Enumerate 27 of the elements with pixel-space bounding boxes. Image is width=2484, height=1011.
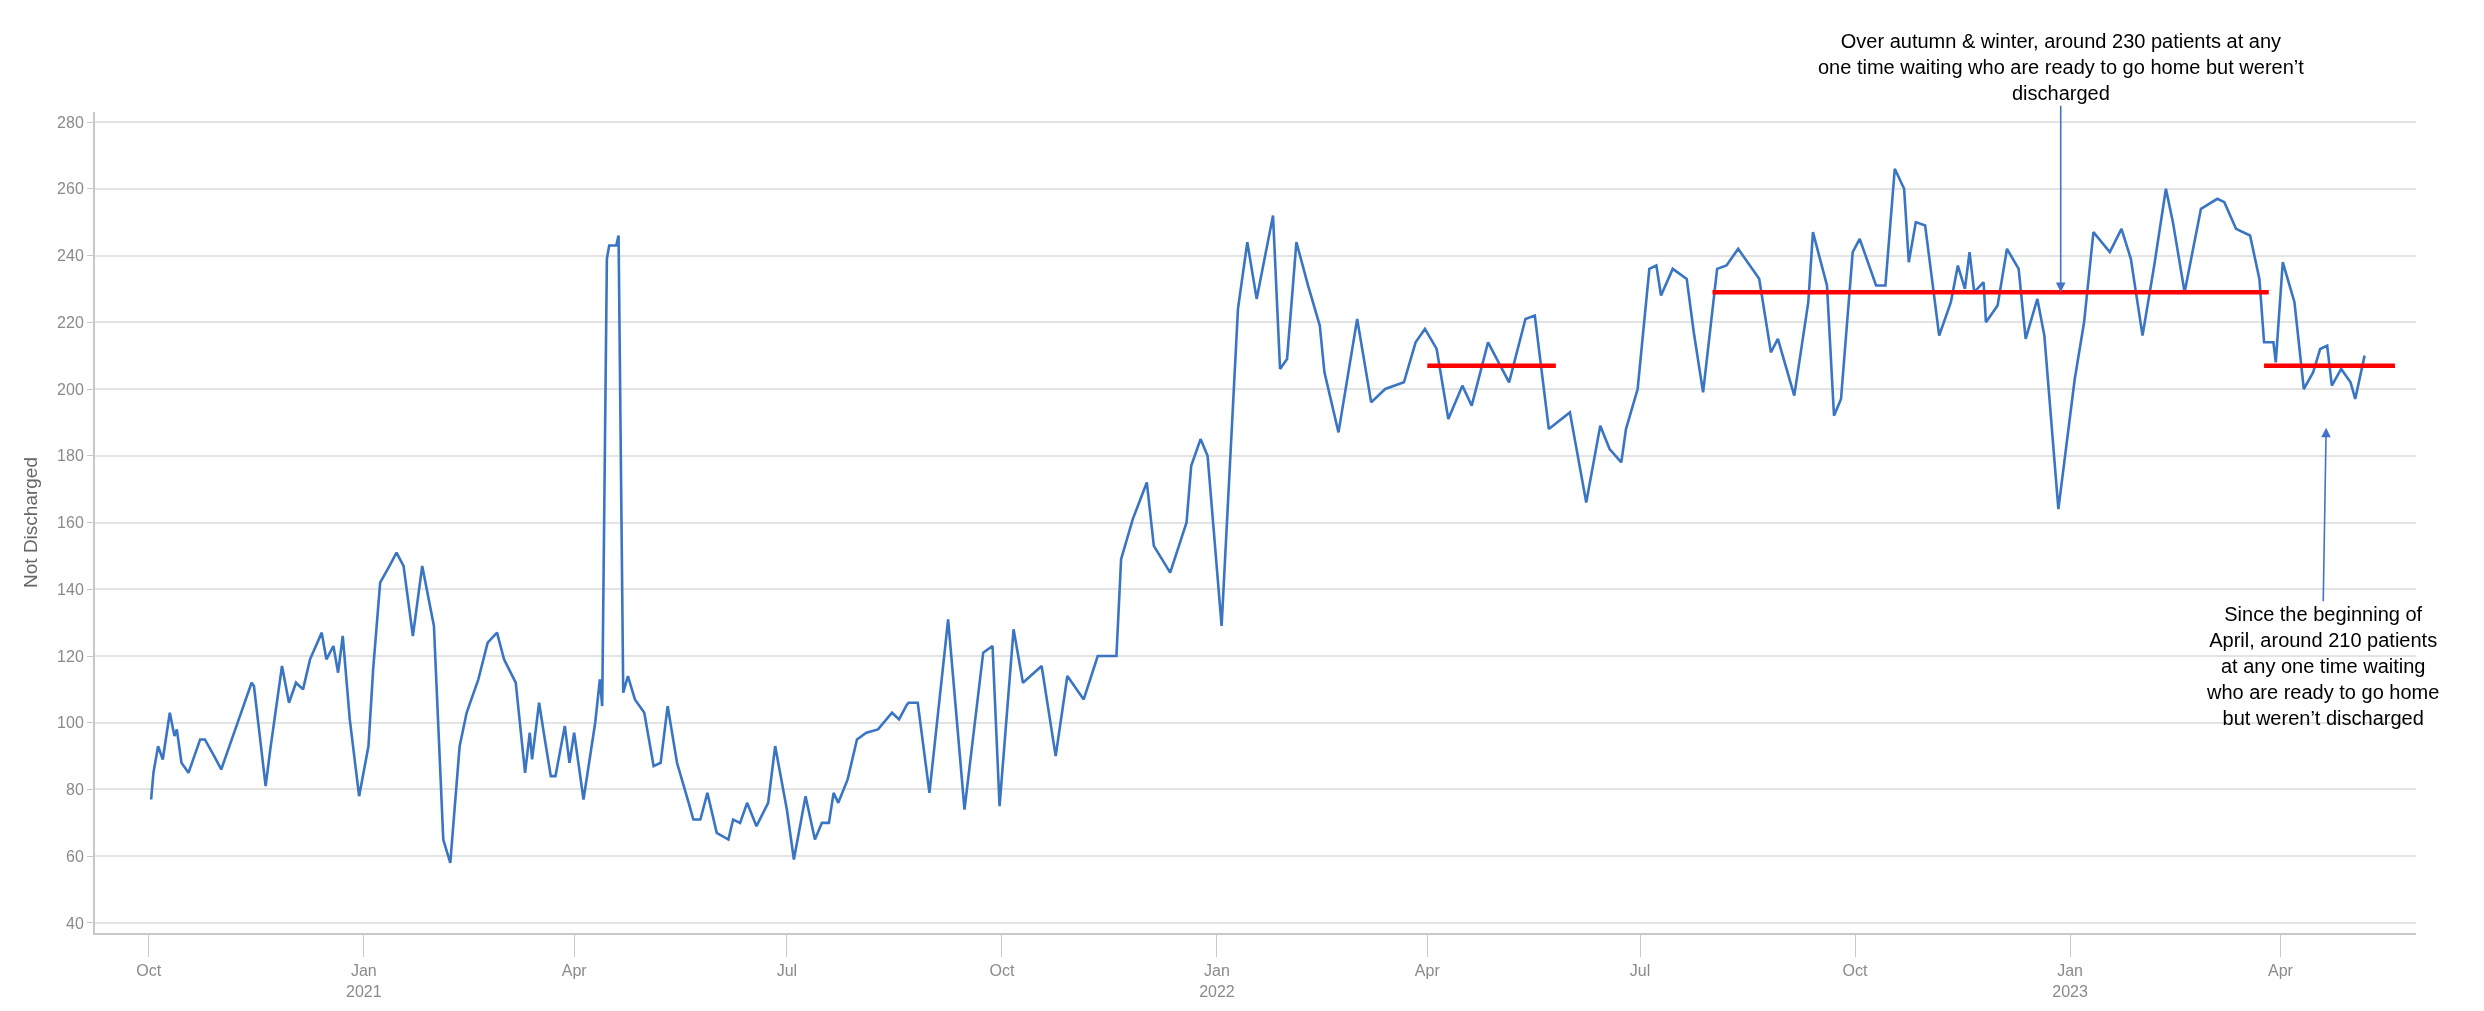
y-tick-label: 200	[57, 380, 84, 398]
y-tick-label: 120	[57, 647, 84, 665]
y-tick-label: 160	[57, 514, 84, 532]
x-tick-label: Apr	[1414, 962, 1441, 980]
y-tick-label: 280	[57, 113, 84, 131]
y-tick-label: 80	[66, 781, 84, 799]
x-tick-label: Oct	[1842, 962, 1869, 980]
y-tick-label: 140	[57, 580, 84, 598]
y-tick-label: 180	[57, 447, 84, 465]
x-tick-label: Oct	[136, 962, 162, 980]
y-tick-label: 240	[57, 247, 84, 265]
y-axis-title: Not Discharged	[20, 457, 42, 588]
annotation: Since the beginning of April, around 210 patients at any one time waiting who are ready to go home but weren’t discharged	[2206, 603, 2440, 729]
x-tick-label: Apr	[2267, 962, 2294, 980]
annotation: Over autumn & winter, around 230 patients at any one time waiting who are ready to go home but weren’t discharged	[1818, 30, 2305, 104]
x-tick-label: Oct	[989, 962, 1015, 980]
x-tick-label: Jan 2021	[346, 962, 382, 1000]
x-tick-label: Jan 2022	[1199, 962, 1235, 1000]
x-tick-label: Jul	[776, 962, 798, 980]
x-tick-label: Jul	[1629, 962, 1651, 980]
y-tick-label: 60	[66, 847, 84, 865]
y-tick-label: 100	[57, 714, 84, 732]
y-tick-label: 40	[66, 914, 84, 932]
x-tick-label: Jan 2023	[2052, 962, 2088, 1000]
y-tick-label: 260	[57, 180, 84, 198]
x-tick-label: Apr	[561, 962, 588, 980]
y-tick-label: 220	[57, 313, 84, 331]
